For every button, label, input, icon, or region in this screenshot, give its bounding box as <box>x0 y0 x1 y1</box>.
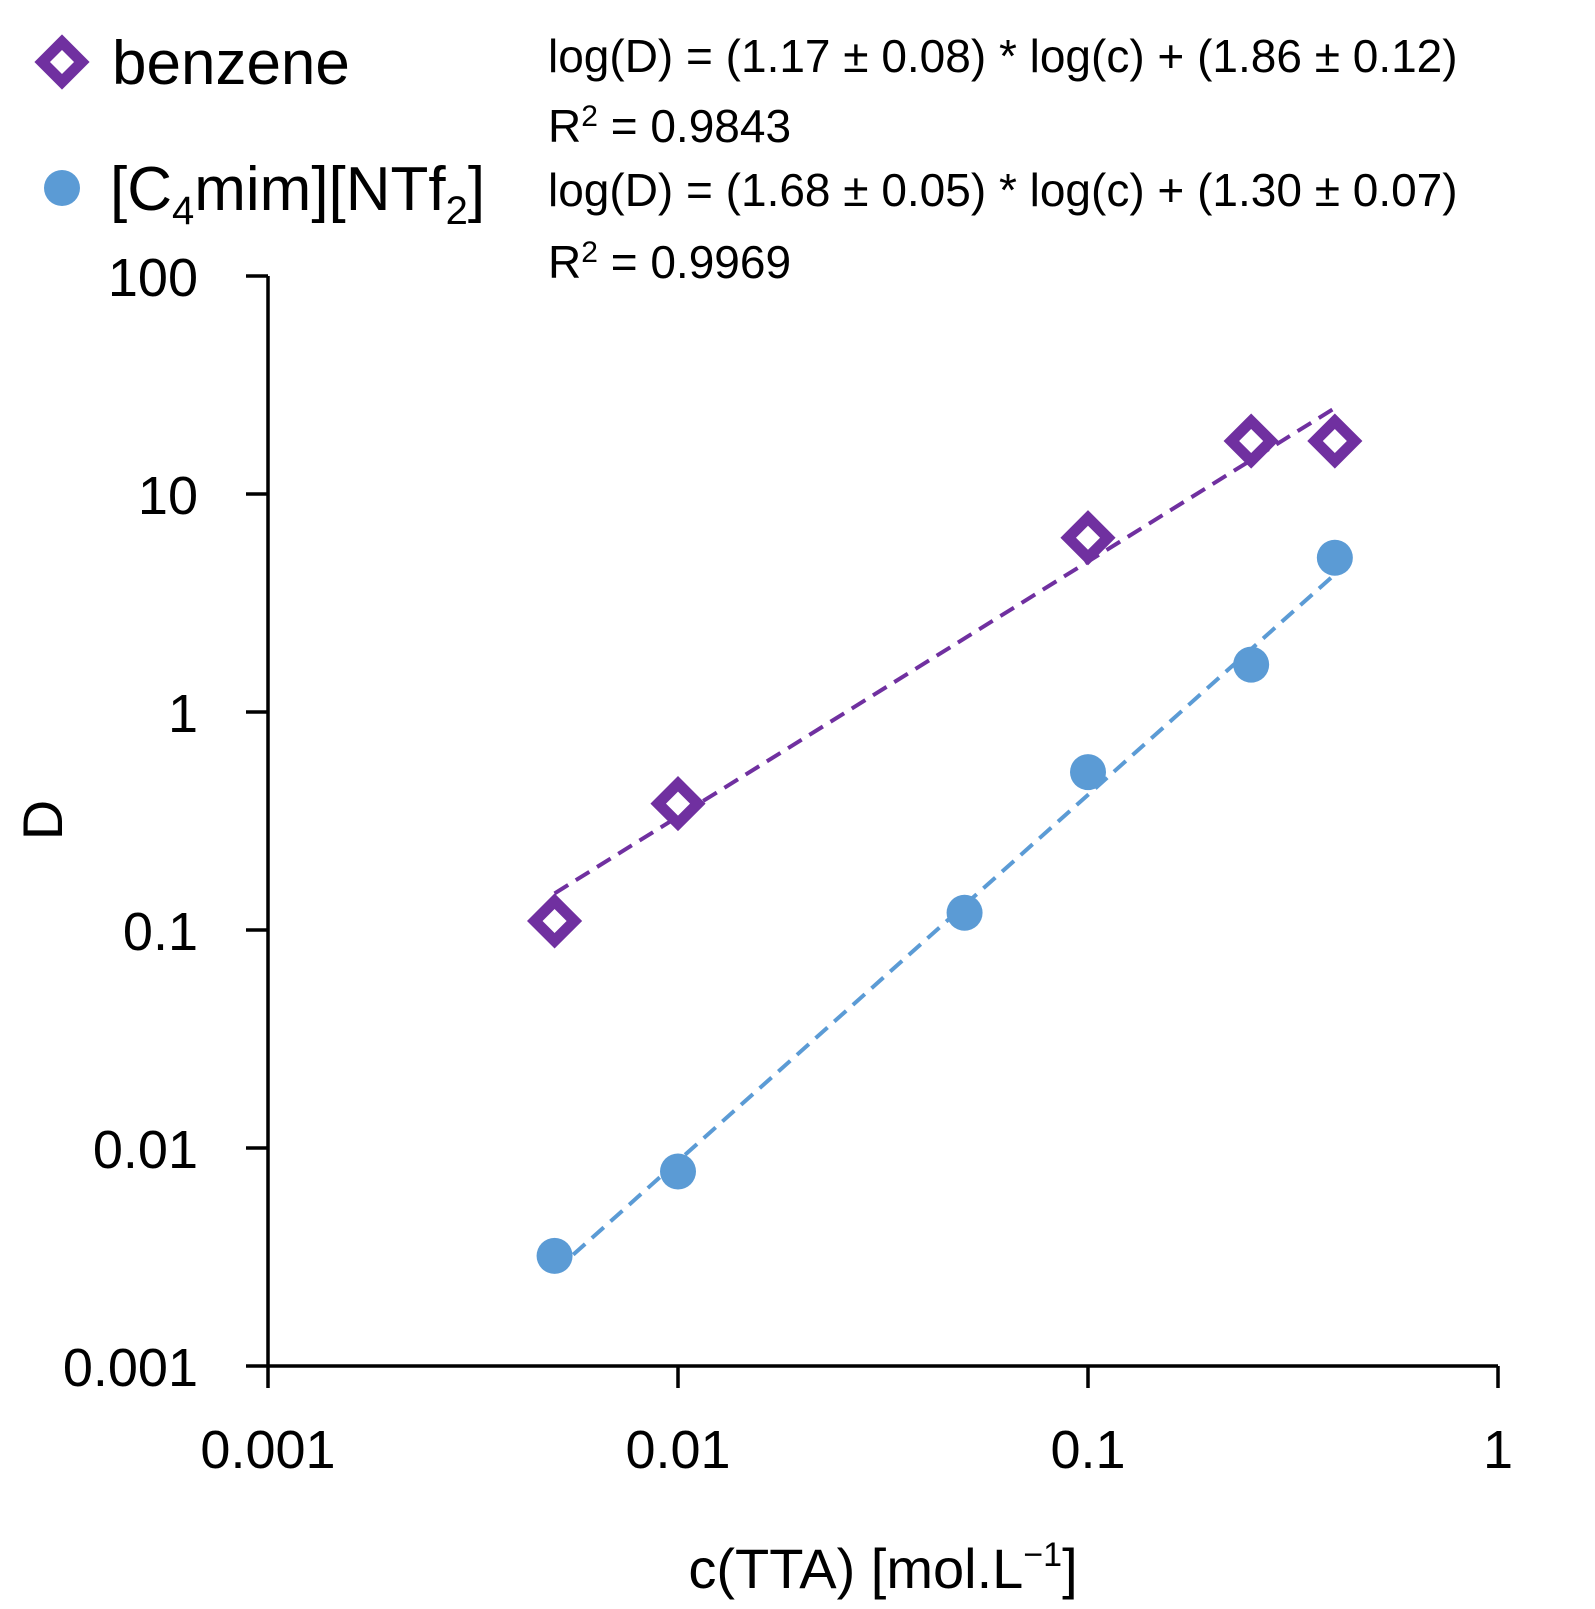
point-series-0 <box>527 893 583 949</box>
legend-label-benzene: benzene <box>112 29 350 98</box>
x-axis-title-end: ] <box>1062 1537 1078 1600</box>
y-tick-label: 1 <box>168 684 198 744</box>
point-series-1 <box>536 1237 573 1274</box>
point-series-1 <box>1070 754 1106 791</box>
x-tick-label: 0.1 <box>1050 1420 1125 1480</box>
y-tick-label: 0.01 <box>93 1120 198 1180</box>
r2-c4mim-sup: 2 <box>581 236 598 269</box>
legend-label-c4mim-sub4: 4 <box>172 189 194 233</box>
legend-label-c4mim-part2: mim][NTf <box>194 155 446 224</box>
trendlines <box>553 406 1337 1273</box>
x-tick-label: 0.001 <box>200 1420 335 1480</box>
y-tick-label: 0.001 <box>63 1338 198 1398</box>
legend-label-c4mim-part3: ] <box>468 155 485 224</box>
x-axis-title: c(TTA) [mol.L−1] <box>688 1536 1077 1600</box>
y-ticks: 0.001 0.01 0.1 1 10 100 <box>63 248 268 1398</box>
x-tick-label: 0.01 <box>625 1420 730 1480</box>
y-tick-label: 10 <box>138 466 198 526</box>
r2-benzene-label: R <box>548 100 581 152</box>
r2-c4mim-label: R <box>548 236 581 288</box>
equation-benzene: log(D) = (1.17 ± 0.08) * log(c) + (1.86 … <box>548 30 1458 82</box>
trendline-equations: log(D) = (1.17 ± 0.08) * log(c) + (1.86 … <box>548 30 1458 288</box>
legend: benzene [C4mim][NTf2] <box>34 29 485 233</box>
point-series-1 <box>660 1153 696 1190</box>
y-tick-label: 100 <box>108 248 198 308</box>
legend-label-c4mim-part1: [C <box>110 155 172 224</box>
data-points <box>527 413 1363 1274</box>
point-series-0 <box>650 776 706 832</box>
point-series-1 <box>946 894 983 931</box>
r2-benzene-value: = 0.9843 <box>598 100 791 152</box>
legend-label-c4mim-sub2: 2 <box>446 189 468 233</box>
point-series-1 <box>1233 646 1270 683</box>
legend-marker-benzene <box>34 34 90 90</box>
y-axis-title: D <box>11 800 74 840</box>
r2-c4mim-value: = 0.9969 <box>598 236 791 288</box>
y-tick-label: 0.1 <box>123 902 198 962</box>
x-axis-title-sup: −1 <box>1023 1536 1062 1574</box>
point-series-0 <box>1307 413 1363 469</box>
legend-marker-c4mim <box>44 170 80 206</box>
equation-c4mim: log(D) = (1.68 ± 0.05) * log(c) + (1.30 … <box>548 164 1458 216</box>
r2-benzene: R2 = 0.9843 <box>548 100 791 152</box>
legend-label-c4mim-ntf2: [C4mim][NTf2] <box>110 155 485 233</box>
r2-c4mim: R2 = 0.9969 <box>548 236 791 288</box>
r2-benzene-sup: 2 <box>581 100 598 133</box>
x-ticks: 0.001 0.01 0.1 1 <box>200 1366 1513 1480</box>
x-axis-title-main: c(TTA) [mol.L <box>688 1537 1023 1600</box>
point-series-0 <box>1060 510 1116 566</box>
point-series-0 <box>1223 413 1279 469</box>
point-series-1 <box>1316 539 1353 576</box>
x-tick-label: 1 <box>1483 1420 1513 1480</box>
